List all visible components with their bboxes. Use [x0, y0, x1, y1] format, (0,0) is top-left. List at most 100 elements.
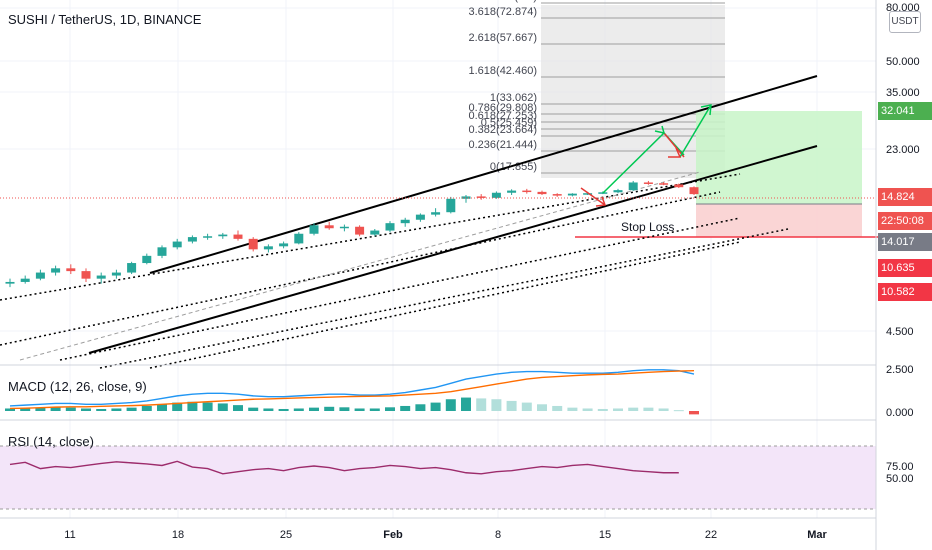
candle-body: [355, 226, 365, 235]
projection-arrow-up: [679, 104, 712, 158]
channel-upper-line: [149, 75, 818, 274]
candle-body: [446, 198, 456, 213]
candle-body: [689, 187, 699, 195]
price-tag: 14.824: [878, 188, 932, 206]
macd-histogram-bar: [278, 408, 289, 411]
time-tick: Mar: [807, 529, 827, 541]
symbol-title[interactable]: SUSHI / TetherUS, 1D, BINANCE: [8, 12, 202, 27]
macd-histogram-bar: [96, 408, 107, 411]
candlestick-series: [0, 180, 876, 288]
macd-histogram-bar: [689, 411, 699, 415]
macd-histogram-bar: [613, 408, 623, 411]
price-tag: 32.041: [878, 102, 932, 120]
macd-histogram-bar: [187, 401, 198, 411]
median-dashed-line: [19, 171, 701, 361]
currency-badge[interactable]: USDT: [889, 11, 921, 33]
fib-level-label: 0.618(27.253): [469, 110, 538, 122]
macd-histogram-bar: [567, 407, 578, 411]
macd-histogram-bar: [445, 399, 456, 411]
macd-histogram-bar: [354, 408, 365, 411]
arrow-head: [654, 125, 666, 135]
rsi-title[interactable]: RSI (14, close): [8, 434, 94, 449]
rsi-tick: 50.00: [886, 473, 914, 485]
candle-body: [643, 182, 653, 184]
candle-body: [142, 255, 152, 264]
time-tick: 25: [280, 529, 292, 541]
macd-histogram-bar: [521, 402, 532, 411]
macd-histogram-bar: [491, 399, 502, 411]
time-tick: 11: [64, 529, 75, 541]
candle-body: [5, 281, 15, 284]
fibonacci-extension[interactable]: 4.236(2...) 3.618(72.874) 2.618(57.667) 1.6…: [469, 0, 726, 178]
candle-body: [96, 275, 106, 279]
macd-histogram-bar: [658, 408, 669, 411]
macd-histogram-bar: [263, 408, 274, 411]
macd-tick: 2.500: [886, 364, 914, 376]
macd-histogram-bar: [65, 407, 76, 411]
candle-body: [628, 182, 638, 191]
macd-histogram-bar: [217, 403, 228, 411]
time-tick: 8: [495, 529, 501, 541]
macd-histogram-bar: [141, 405, 152, 411]
candle-body: [537, 191, 547, 195]
macd-histogram-bar: [476, 398, 487, 411]
price-tick: 4.500: [886, 326, 914, 338]
macd-histogram-bar: [643, 407, 654, 411]
time-axis[interactable]: 11 18 25 Feb 8 15 22 Mar: [64, 529, 827, 541]
candle-body: [461, 196, 471, 199]
candle-body: [415, 214, 425, 220]
arrow-head: [668, 147, 682, 158]
macd-histogram-bar: [369, 408, 380, 411]
candle-body: [431, 212, 441, 215]
rsi-series: [9, 460, 679, 475]
grid: [0, 0, 876, 518]
stop-zone[interactable]: [696, 204, 862, 237]
macd-histogram-bar: [111, 408, 122, 411]
macd-title[interactable]: MACD (12, 26, close, 9): [8, 379, 147, 394]
macd-histogram-bar: [552, 405, 563, 411]
macd-histogram-bar: [309, 407, 319, 411]
candle-body: [507, 190, 517, 193]
candle-body: [233, 234, 243, 239]
price-tick: 50.000: [886, 56, 920, 68]
trend-channels[interactable]: [0, 75, 818, 369]
time-tick: Feb: [383, 529, 403, 541]
macd-tick: 0.000: [886, 407, 914, 419]
projection-arrows[interactable]: [580, 104, 712, 207]
macd-histogram-bar: [400, 405, 411, 411]
time-tick: 18: [172, 529, 184, 541]
candle-body: [157, 247, 167, 256]
price-tick: 23.000: [886, 144, 920, 156]
macd-series: [5, 369, 699, 415]
macd-histogram-bar: [248, 407, 259, 411]
rsi-line: [9, 460, 679, 475]
channel-dotted-line: [59, 217, 741, 361]
candle-body: [583, 193, 593, 195]
candle-body: [491, 192, 501, 198]
macd-histogram-bar: [126, 407, 137, 411]
macd-histogram-bar: [50, 407, 61, 411]
fib-level-label: 0.5(25.459): [481, 117, 537, 129]
candle-body: [35, 272, 45, 279]
arrow-head: [595, 196, 607, 207]
rsi-tick: 75.00: [886, 461, 914, 473]
arrow-head: [700, 104, 712, 116]
fib-level-label: 4.236(2...): [487, 0, 537, 3]
candle-body: [127, 263, 137, 273]
candle-body: [279, 243, 289, 247]
time-tick: 22: [705, 529, 717, 541]
fib-level-label: 0.236(21.444): [469, 139, 538, 151]
projection-arrow-down: [663, 132, 685, 158]
rsi-band: [0, 446, 876, 509]
macd-histogram-bar: [293, 408, 304, 411]
channel-dotted-line: [0, 191, 721, 346]
candle-body: [51, 268, 61, 273]
channel-dotted-line: [99, 228, 789, 369]
stop-loss-label: Stop Loss: [621, 220, 674, 234]
candle-body: [613, 190, 623, 193]
price-tag: 22:50:08: [878, 212, 932, 230]
candle-body: [476, 196, 486, 198]
macd-histogram-bar: [673, 410, 684, 412]
candle-body: [522, 190, 532, 193]
